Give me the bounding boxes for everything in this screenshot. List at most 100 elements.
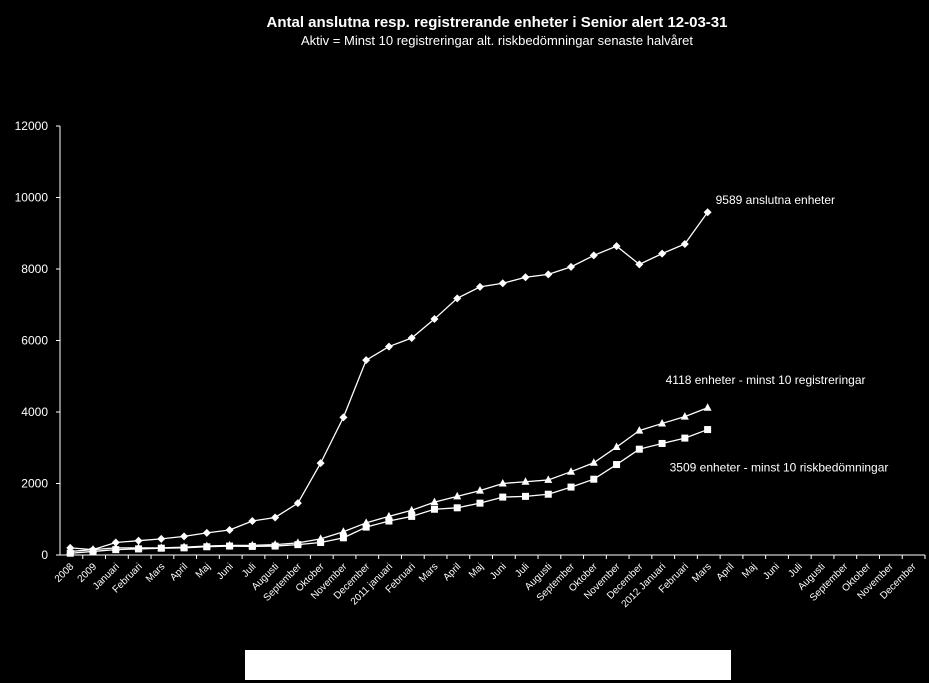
marker — [453, 294, 462, 303]
marker — [703, 403, 712, 411]
marker — [613, 461, 621, 469]
marker — [430, 505, 438, 513]
x-tick-label: Juni — [488, 561, 509, 582]
marker — [612, 442, 621, 451]
marker — [635, 426, 644, 434]
marker — [180, 544, 188, 552]
marker — [430, 497, 439, 506]
series-label: 3509 enheter - minst 10 riskbedömningar — [670, 461, 889, 475]
marker — [567, 467, 576, 475]
series-line — [70, 407, 708, 553]
series-line — [70, 428, 708, 554]
marker — [316, 459, 325, 468]
x-tick-label: Juni — [215, 561, 236, 582]
marker — [680, 412, 689, 420]
marker — [498, 479, 507, 487]
marker — [112, 546, 120, 554]
marker — [157, 534, 166, 543]
y-tick-label: 4000 — [21, 405, 48, 419]
y-tick-label: 8000 — [21, 262, 48, 276]
marker — [248, 517, 257, 526]
marker — [271, 542, 279, 550]
x-tick-label: Juni — [761, 561, 782, 582]
marker — [658, 439, 666, 447]
marker — [522, 492, 530, 500]
marker — [225, 525, 234, 534]
marker — [226, 542, 234, 550]
x-tick-label: Mars — [144, 561, 168, 585]
marker — [294, 541, 302, 549]
marker — [89, 547, 97, 555]
x-tick-label: April — [441, 561, 463, 583]
marker — [475, 486, 484, 494]
y-tick-label: 0 — [41, 548, 48, 562]
x-tick-label: Juli — [513, 561, 531, 579]
marker — [134, 536, 143, 545]
series-line — [70, 211, 709, 551]
marker — [157, 544, 165, 552]
chart-title: Antal anslutna resp. registrerande enhet… — [266, 14, 727, 31]
x-tick-label: Maj — [194, 561, 213, 580]
marker — [293, 499, 302, 508]
marker — [704, 426, 712, 434]
series-label: 4118 enheter - minst 10 registreringar — [666, 373, 866, 387]
marker — [408, 512, 416, 520]
marker — [499, 493, 507, 501]
marker — [248, 542, 256, 550]
y-tick-label: 2000 — [21, 477, 48, 491]
marker — [453, 491, 462, 500]
marker — [589, 251, 598, 260]
marker — [407, 505, 416, 514]
marker — [589, 458, 598, 466]
marker — [658, 249, 667, 258]
marker — [385, 517, 393, 525]
x-tick-label: Maj — [467, 561, 486, 580]
x-tick-label: Mars — [417, 561, 441, 585]
blank-box — [245, 650, 731, 680]
marker — [135, 545, 143, 553]
marker — [271, 513, 280, 522]
marker — [339, 527, 348, 535]
marker — [498, 279, 507, 288]
marker — [362, 356, 371, 365]
x-tick-label: April — [168, 561, 190, 583]
x-tick-label: Juli — [240, 561, 258, 579]
marker — [203, 543, 211, 551]
marker — [658, 418, 667, 427]
marker — [202, 528, 211, 537]
x-tick-label: Juli — [786, 561, 804, 579]
marker — [384, 511, 393, 520]
marker — [521, 273, 530, 282]
marker — [521, 477, 530, 485]
marker — [544, 270, 553, 279]
marker — [362, 523, 370, 531]
marker — [317, 538, 325, 546]
marker — [544, 475, 553, 483]
marker — [111, 538, 120, 547]
marker — [680, 239, 689, 248]
marker — [453, 504, 461, 512]
marker — [703, 208, 712, 217]
marker — [681, 434, 689, 442]
marker — [567, 483, 575, 491]
marker — [475, 282, 484, 291]
x-tick-label: Maj — [740, 561, 759, 580]
y-tick-label: 12000 — [15, 119, 49, 133]
marker — [430, 315, 439, 324]
marker — [66, 549, 74, 557]
x-tick-label: Mars — [690, 561, 714, 585]
marker — [407, 333, 416, 342]
marker — [635, 445, 643, 453]
y-tick-label: 10000 — [15, 191, 49, 205]
series-label: 9589 anslutna enheter — [716, 193, 835, 207]
marker — [180, 532, 189, 541]
y-tick-label: 6000 — [21, 334, 48, 348]
marker — [476, 499, 484, 507]
x-tick-label: 2008 — [53, 561, 77, 585]
marker — [635, 260, 644, 269]
marker — [339, 534, 347, 542]
marker — [339, 413, 348, 422]
chart-subtitle: Aktiv = Minst 10 registreringar alt. ris… — [301, 33, 693, 48]
marker — [567, 262, 576, 271]
